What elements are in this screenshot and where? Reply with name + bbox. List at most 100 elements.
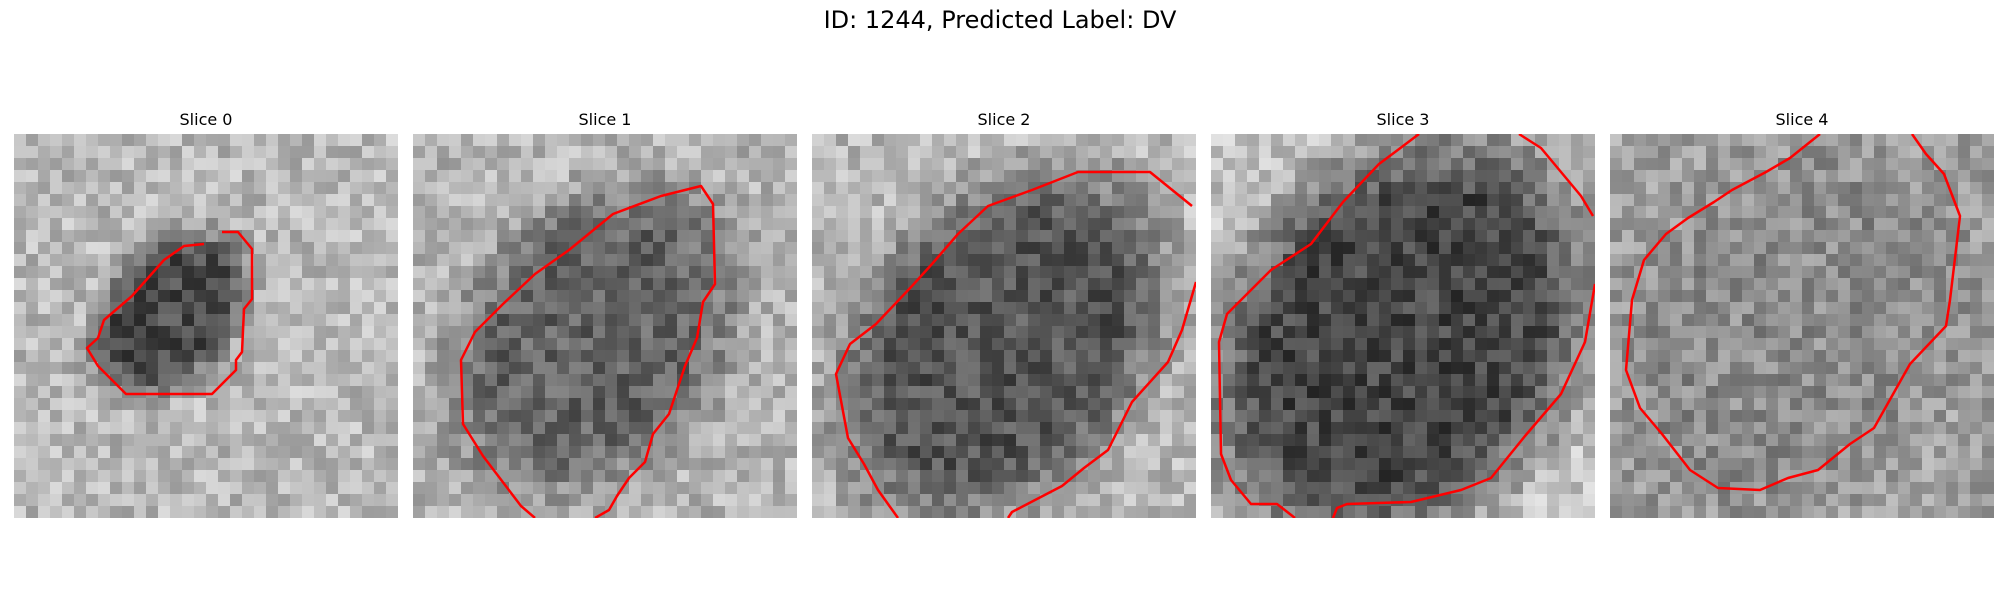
pixel bbox=[278, 458, 291, 471]
pixel bbox=[896, 206, 909, 219]
pixel bbox=[545, 506, 558, 518]
pixel bbox=[1850, 146, 1863, 159]
pixel bbox=[497, 506, 510, 518]
pixel bbox=[1934, 290, 1947, 303]
pixel bbox=[1646, 458, 1659, 471]
pixel bbox=[1427, 506, 1440, 518]
pixel bbox=[1136, 242, 1149, 255]
pixel bbox=[413, 386, 426, 399]
pixel bbox=[872, 506, 885, 518]
pixel bbox=[1064, 302, 1077, 315]
pixel bbox=[749, 506, 762, 518]
pixel bbox=[605, 470, 618, 483]
pixel bbox=[1343, 206, 1356, 219]
pixel bbox=[557, 278, 570, 291]
pixel bbox=[1571, 218, 1584, 231]
pixel bbox=[1439, 398, 1452, 411]
pixel bbox=[1028, 158, 1041, 171]
pixel bbox=[50, 482, 63, 495]
pixel bbox=[485, 182, 498, 195]
pixel bbox=[956, 134, 969, 147]
pixel bbox=[773, 146, 786, 159]
pixel bbox=[1571, 170, 1584, 183]
pixel bbox=[1283, 494, 1296, 507]
pixel bbox=[1271, 422, 1284, 435]
pixel bbox=[1790, 422, 1803, 435]
pixel bbox=[14, 254, 27, 267]
pixel bbox=[1826, 434, 1839, 447]
pixel bbox=[1523, 362, 1536, 375]
pixel bbox=[1016, 458, 1029, 471]
pixel bbox=[1064, 266, 1077, 279]
pixel bbox=[338, 338, 351, 351]
pixel bbox=[461, 254, 474, 267]
pixel bbox=[761, 278, 774, 291]
pixel bbox=[1463, 338, 1476, 351]
pixel bbox=[1682, 242, 1695, 255]
pixel bbox=[992, 410, 1005, 423]
pixel bbox=[1427, 302, 1440, 315]
pixel bbox=[1307, 218, 1320, 231]
segmentation-contour bbox=[1006, 281, 1196, 518]
pixel bbox=[725, 470, 738, 483]
pixel bbox=[1487, 314, 1500, 327]
pixel bbox=[218, 278, 231, 291]
pixel bbox=[1004, 218, 1017, 231]
pixel bbox=[761, 410, 774, 423]
pixel bbox=[1160, 194, 1173, 207]
pixel bbox=[461, 362, 474, 375]
pixel bbox=[956, 374, 969, 387]
pixel bbox=[14, 506, 27, 518]
pixel bbox=[992, 266, 1005, 279]
segmentation-contour bbox=[1518, 134, 1595, 217]
pixel bbox=[1211, 242, 1224, 255]
pixel bbox=[230, 422, 243, 435]
pixel bbox=[509, 338, 522, 351]
pixel bbox=[338, 206, 351, 219]
pixel bbox=[956, 314, 969, 327]
pixel bbox=[74, 314, 87, 327]
pixel bbox=[1742, 230, 1755, 243]
pixel bbox=[1160, 182, 1173, 195]
pixel bbox=[473, 458, 486, 471]
pixel bbox=[824, 386, 837, 399]
pixel bbox=[509, 206, 522, 219]
pixel bbox=[230, 338, 243, 351]
pixel bbox=[749, 398, 762, 411]
pixel bbox=[1439, 434, 1452, 447]
pixel bbox=[848, 230, 861, 243]
pixel bbox=[1730, 206, 1743, 219]
pixel bbox=[1523, 446, 1536, 459]
pixel bbox=[737, 422, 750, 435]
pixel bbox=[848, 158, 861, 171]
pixel bbox=[1622, 434, 1635, 447]
pixel bbox=[1706, 230, 1719, 243]
pixel bbox=[182, 482, 195, 495]
pixel bbox=[122, 278, 135, 291]
pixel bbox=[1658, 194, 1671, 207]
pixel bbox=[326, 386, 339, 399]
pixel bbox=[581, 278, 594, 291]
pixel bbox=[1610, 230, 1623, 243]
pixel bbox=[1694, 398, 1707, 411]
pixel bbox=[1295, 410, 1308, 423]
pixel bbox=[1670, 458, 1683, 471]
pixel bbox=[1343, 326, 1356, 339]
pixel bbox=[362, 338, 375, 351]
pixel bbox=[437, 338, 450, 351]
pixel bbox=[689, 446, 702, 459]
pixel bbox=[1136, 350, 1149, 363]
pixel bbox=[1934, 374, 1947, 387]
pixel bbox=[1742, 434, 1755, 447]
pixel bbox=[1874, 254, 1887, 267]
pixel bbox=[1247, 254, 1260, 267]
pixel bbox=[1802, 158, 1815, 171]
pixel bbox=[1247, 194, 1260, 207]
pixel bbox=[920, 398, 933, 411]
pixel bbox=[425, 170, 438, 183]
pixel bbox=[1862, 242, 1875, 255]
pixel bbox=[1898, 218, 1911, 231]
pixel bbox=[497, 362, 510, 375]
pixel bbox=[1391, 458, 1404, 471]
pixel bbox=[1826, 278, 1839, 291]
